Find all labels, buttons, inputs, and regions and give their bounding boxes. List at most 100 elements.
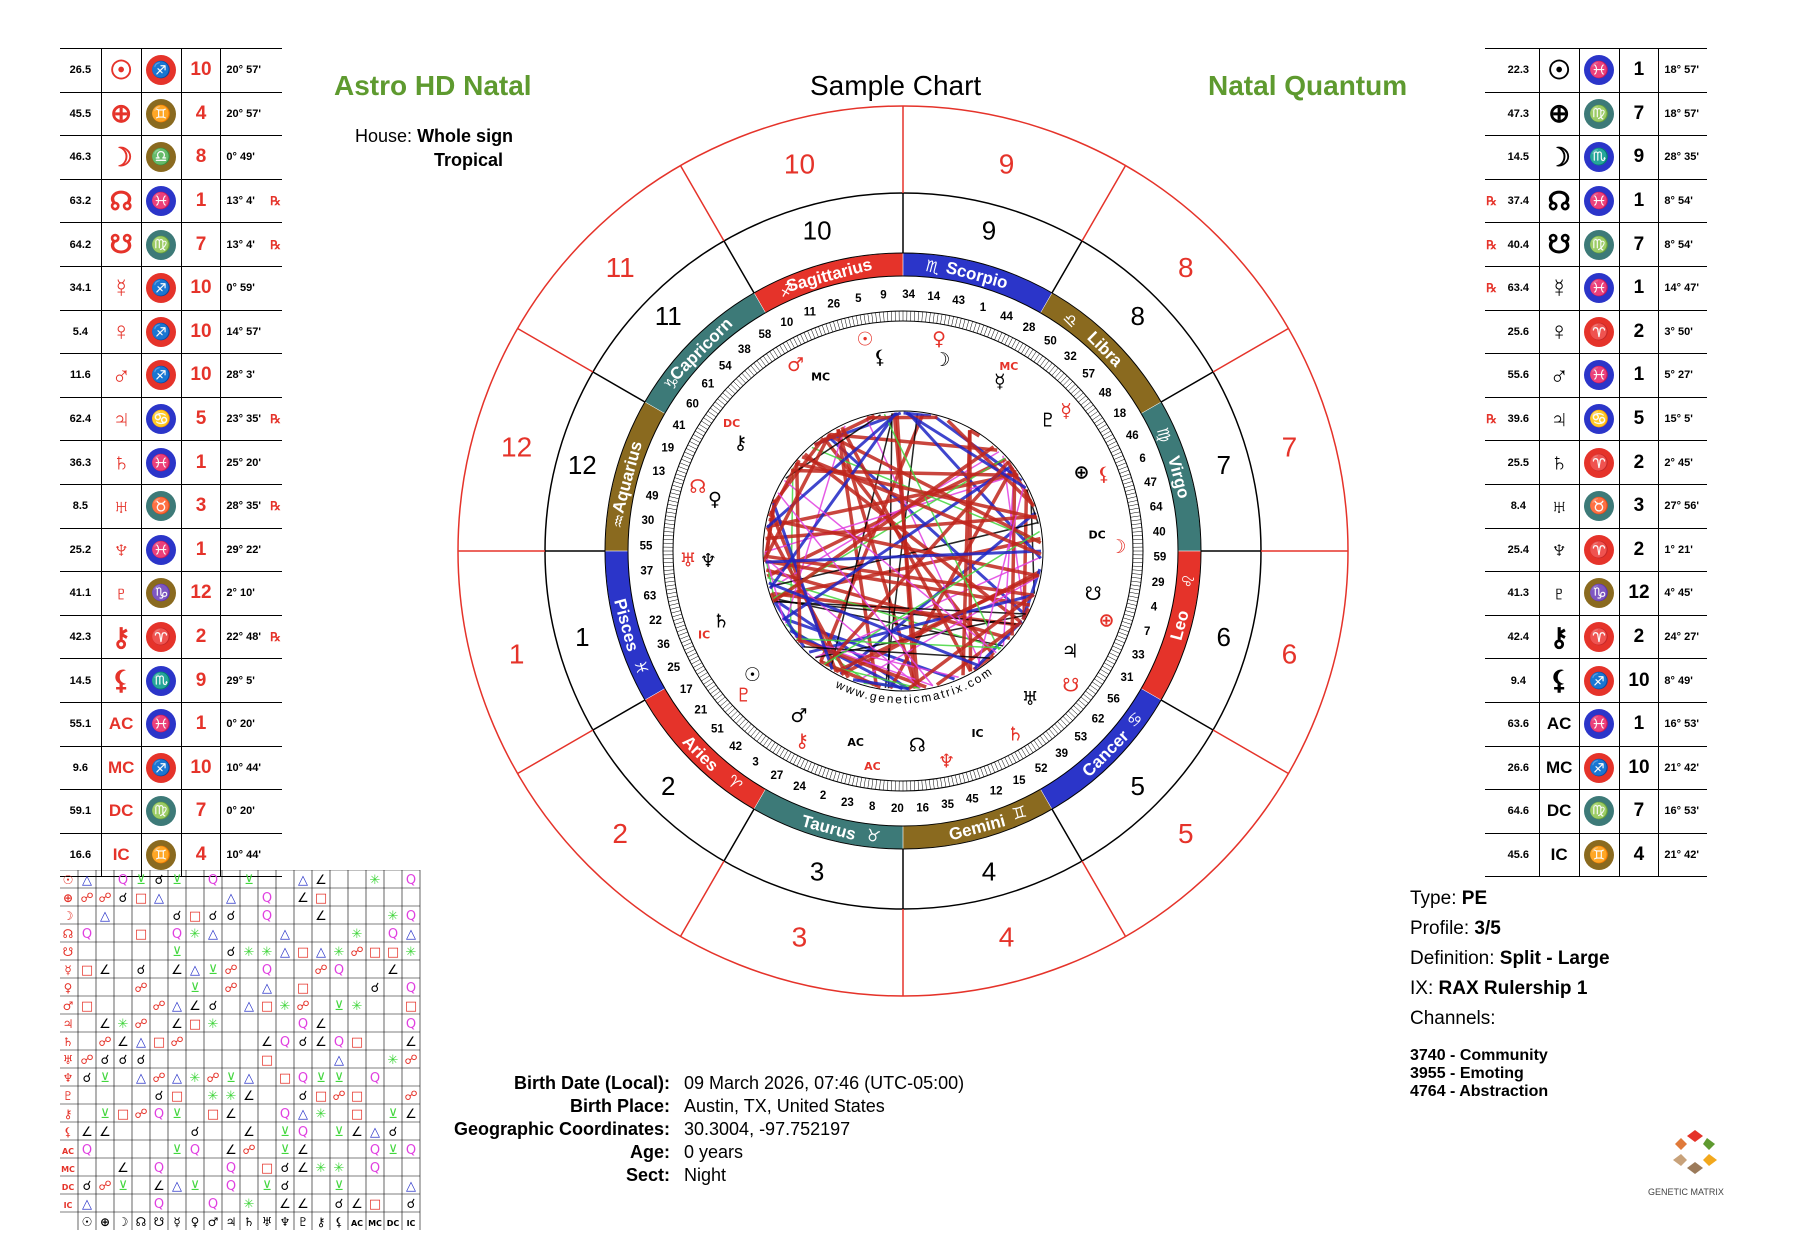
- ring-planet-design: MC: [999, 360, 1018, 373]
- house-cusp-line-inner: [1160, 699, 1214, 731]
- aspect-col-label: ♃: [226, 1215, 237, 1229]
- gate-tick: [741, 721, 749, 729]
- planet-row: 63.2 ☊ ♓ 1 13° 4' ℞: [60, 179, 282, 224]
- gate-line-value: 26.6: [1507, 761, 1530, 774]
- cancer-icon: ♋: [146, 404, 177, 435]
- ring-planet-design: ☽: [1109, 536, 1126, 558]
- retrograde-mark: ℞: [1486, 194, 1497, 209]
- planet-position: 2° 10': [220, 572, 269, 615]
- gate-number: 34: [902, 289, 915, 301]
- aspect-symbol: ⊻: [280, 1125, 290, 1140]
- retrograde-mark: ℞: [1486, 237, 1497, 252]
- planet-glyph: ♄: [1538, 441, 1579, 484]
- gate-tick: [1017, 343, 1024, 352]
- gate-tick: [1094, 678, 1103, 685]
- gate-tick: [1112, 645, 1122, 651]
- aspect-symbol: ∠: [99, 963, 111, 978]
- sign-cell: ♊: [1578, 833, 1619, 877]
- gate-tick: [667, 595, 678, 599]
- gate-tick: [1128, 595, 1139, 599]
- aspect-symbol: ☌: [389, 1125, 398, 1140]
- aspect-symbol: Q: [406, 1017, 416, 1032]
- gate-number: 8: [869, 801, 876, 813]
- gate-tick: [1021, 748, 1027, 757]
- gate-tick: [1014, 341, 1020, 351]
- aspect-line: [768, 412, 897, 590]
- gate-tick: [695, 430, 704, 437]
- gate-tick: [951, 316, 954, 327]
- ix-label: IX:: [1410, 978, 1434, 999]
- aspect-symbol: ∠: [315, 1035, 327, 1050]
- gate-tick: [750, 365, 758, 374]
- gate-tick: [1129, 507, 1140, 511]
- aspect-symbol: ☌: [227, 909, 236, 924]
- aspect-line: [782, 464, 1013, 621]
- gate-tick: [887, 780, 889, 791]
- gate-tick: [1130, 580, 1141, 583]
- gate-tick: [665, 519, 676, 522]
- gate-tick: [1129, 588, 1140, 591]
- gate-tick: [776, 746, 782, 755]
- house-number: 1: [1618, 49, 1659, 92]
- gate-number: 31: [1121, 672, 1134, 684]
- aspect-symbol: ⊻: [334, 999, 344, 1014]
- natal-wheel: 101099887766554433221112121111Sagittariu…: [457, 105, 1349, 997]
- house-number: 1: [180, 441, 221, 484]
- aspect-symbol: Q: [82, 927, 92, 942]
- gate-tick: [1080, 398, 1089, 406]
- planet-position: 29° 5': [220, 659, 269, 702]
- gate-line-value: 25.4: [1507, 543, 1530, 556]
- gate-line-value: 9.4: [1510, 674, 1526, 687]
- sign-cell: ♓: [1578, 266, 1619, 310]
- gate-tick: [1113, 642, 1124, 647]
- aspect-symbol: ☌: [227, 945, 236, 960]
- right-planet-table: 22.3 ☉ ♓ 1 18° 57' 47.3 ⊕ ♍ 7 18° 57' 14.5 ☽ ♏ 9 28° 3…: [1485, 48, 1707, 878]
- gate-tick: [1118, 631, 1128, 636]
- aspect-symbol: △: [244, 1071, 254, 1086]
- gate-number: 51: [711, 724, 724, 736]
- gate-tick: [664, 577, 675, 579]
- sign-cell: ♐: [140, 354, 181, 397]
- right-heading: Natal Quantum: [1208, 70, 1408, 101]
- planet-glyph: ☊: [100, 179, 141, 223]
- gate-number: 2: [820, 790, 826, 802]
- sign-cell: ♐: [140, 49, 181, 92]
- planet-position: 20° 57': [220, 49, 269, 92]
- gate-line-value: 40.4: [1507, 238, 1530, 251]
- gate-tick: [714, 693, 723, 701]
- aspect-symbol: ☍: [332, 1089, 345, 1104]
- gate-number: 17: [680, 684, 693, 696]
- aspect-symbol: △: [406, 1179, 416, 1194]
- planet-glyph: DC: [100, 790, 141, 833]
- ring-planet-personality: AC: [847, 736, 864, 749]
- gate-tick: [825, 323, 830, 334]
- planet-glyph: ☋: [100, 223, 141, 266]
- aries-icon: ♈: [146, 622, 177, 653]
- aspect-symbol: ⊻: [118, 1179, 128, 1194]
- gate-number: 54: [719, 360, 732, 372]
- aspect-symbol: □: [405, 999, 417, 1014]
- planet-position: 21° 42': [1658, 833, 1707, 877]
- gate-tick: [1094, 417, 1103, 424]
- aspect-row-label: AC: [62, 1147, 74, 1156]
- aspect-symbol: ⊻: [172, 945, 182, 960]
- gate-tick: [1080, 696, 1089, 704]
- aspect-symbol: ⊻: [244, 873, 254, 888]
- planet-position: 8° 49': [1658, 659, 1707, 702]
- gate-tick: [1096, 420, 1105, 427]
- gate-tick: [789, 339, 795, 349]
- gate-tick: [1103, 662, 1113, 668]
- aspect-symbol: △: [82, 1197, 92, 1212]
- planet-position: 21° 42': [1658, 746, 1707, 790]
- house-number: 10: [180, 746, 221, 790]
- gate-tick: [665, 584, 676, 587]
- gate-tick: [796, 335, 802, 345]
- gate-tick: [1087, 407, 1096, 415]
- aspect-symbol: □: [315, 891, 327, 906]
- gate-tick: [1115, 458, 1125, 464]
- gate-tick: [814, 327, 819, 338]
- planet-glyph: MC: [1538, 746, 1579, 790]
- ring-planet-design: DC: [723, 417, 740, 430]
- aspect-symbol: ⊻: [172, 1107, 182, 1122]
- aspect-symbol: □: [351, 1035, 363, 1050]
